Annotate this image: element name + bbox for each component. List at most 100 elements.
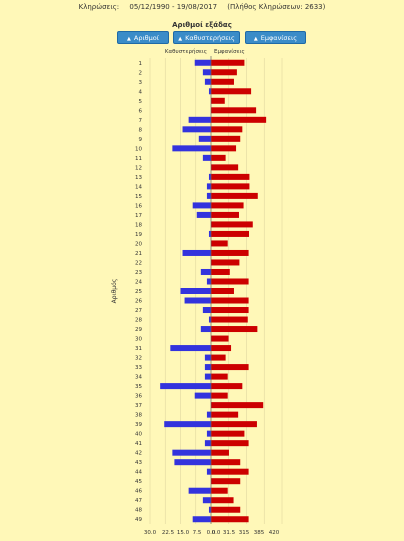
appearance-bar	[211, 135, 241, 142]
delay-bar	[204, 373, 211, 380]
delay-bar	[192, 516, 211, 523]
delay-bar	[194, 392, 211, 399]
category-label: 12	[135, 165, 142, 171]
category-label: 6	[139, 108, 143, 114]
category-label: 10	[135, 146, 142, 152]
appearances-button[interactable]: ▲ Εμφανίσεις	[245, 31, 306, 44]
delay-bar	[172, 145, 211, 152]
sort-icon: ▲	[127, 36, 131, 42]
appearance-bar	[211, 402, 264, 409]
appearance-bar	[211, 440, 249, 447]
x-tick-label: 22.5	[162, 530, 175, 536]
category-label: 16	[135, 203, 142, 209]
x-tick-label: 31.5	[223, 530, 236, 536]
draws-date-range: 05/12/1990 - 19/08/2017	[129, 3, 218, 11]
appearance-bar	[211, 421, 257, 428]
category-label: 13	[135, 175, 142, 181]
appearance-bar	[211, 126, 243, 133]
appearance-bar	[211, 364, 249, 371]
appearance-bar	[211, 354, 226, 361]
appearance-bar	[211, 345, 232, 352]
category-label: 42	[135, 451, 142, 457]
appearance-bar	[211, 316, 248, 323]
delay-bar	[206, 430, 211, 437]
sort-icon: ▲	[178, 36, 183, 42]
category-label: 40	[135, 432, 142, 438]
category-label: 33	[135, 365, 142, 371]
appearance-bar	[211, 392, 228, 399]
category-label: 46	[135, 489, 142, 495]
x-tick-label: 420	[269, 530, 280, 536]
delay-bar	[192, 202, 211, 209]
appearance-bar	[211, 249, 249, 256]
category-label: 47	[135, 498, 142, 504]
appearance-bar	[211, 449, 229, 456]
category-label: 37	[135, 403, 142, 409]
delay-bar	[196, 211, 211, 218]
x-tick-label: 15.0	[177, 530, 190, 536]
category-label: 8	[139, 127, 143, 133]
category-label: 19	[135, 232, 142, 238]
appearance-bar	[211, 297, 249, 304]
appearance-bar	[211, 259, 240, 266]
delay-bar	[208, 88, 211, 95]
appearance-bar	[211, 240, 228, 247]
delays-button[interactable]: ▲ Καθυστερήσεις	[173, 31, 240, 44]
category-label: 21	[135, 251, 142, 257]
delay-bar	[202, 497, 211, 504]
delay-bar	[208, 173, 211, 180]
category-label: 20	[135, 241, 142, 247]
appearance-bar	[211, 107, 257, 114]
appearances-axis-label: Εμφανίσεις	[214, 48, 245, 55]
appearance-bar	[211, 411, 239, 418]
appearance-bar	[211, 288, 234, 294]
delay-bar	[194, 59, 211, 66]
delay-bar	[206, 183, 211, 190]
draws-count: (Πλήθος Κληρώσεων: 2633)	[227, 3, 326, 11]
appearance-bar	[211, 59, 245, 66]
category-label: 9	[139, 137, 143, 143]
delay-bar	[204, 354, 211, 361]
category-label: 43	[135, 460, 142, 466]
appearance-bar	[211, 116, 267, 123]
appearance-bar	[211, 326, 258, 333]
delays-axis-label: Καθυστερήσεις	[165, 48, 207, 55]
category-label: 2	[139, 70, 143, 76]
x-tick-label: 0.0	[207, 530, 216, 536]
delay-bar	[206, 468, 211, 475]
appearance-bar	[211, 202, 244, 209]
appearance-bar	[211, 154, 226, 161]
x-tick-label: 7.5	[193, 530, 202, 536]
appearance-bar	[211, 221, 253, 228]
category-label: 3	[139, 80, 143, 86]
appearance-bar	[211, 278, 249, 285]
delay-bar	[208, 230, 211, 237]
section-title: Αριθμοί εξάδας	[172, 21, 232, 29]
category-label: 14	[135, 184, 142, 190]
appearance-bar	[211, 335, 229, 342]
appearance-bar	[211, 230, 250, 237]
delay-bar	[182, 126, 211, 133]
category-label: 45	[135, 479, 142, 485]
appearance-bar	[211, 145, 237, 152]
delay-bar	[204, 364, 211, 371]
delay-bar	[200, 326, 211, 333]
x-tick-label: 0.0	[212, 530, 221, 536]
delay-bar	[170, 345, 211, 352]
appearance-bar	[211, 211, 239, 218]
category-label: 41	[135, 441, 142, 447]
category-label: 30	[135, 337, 142, 343]
category-label: 36	[135, 394, 142, 400]
draws-header: Κληρώσεις: 05/12/1990 - 19/08/2017 (Πλήθ…	[0, 3, 404, 11]
category-label: 15	[135, 194, 142, 200]
delays-button-label: Καθυστερήσεις	[185, 34, 235, 42]
y-axis-label: Αριθμός	[111, 279, 118, 304]
delay-bar	[200, 268, 211, 275]
numbers-button[interactable]: ▲ Αριθμοί	[117, 31, 169, 44]
appearance-bar	[211, 459, 241, 466]
draws-label: Κληρώσεις:	[78, 3, 120, 11]
category-label: 17	[135, 213, 142, 219]
category-label: 32	[135, 356, 142, 362]
category-label: 25	[135, 289, 142, 295]
appearance-bar	[211, 173, 250, 180]
